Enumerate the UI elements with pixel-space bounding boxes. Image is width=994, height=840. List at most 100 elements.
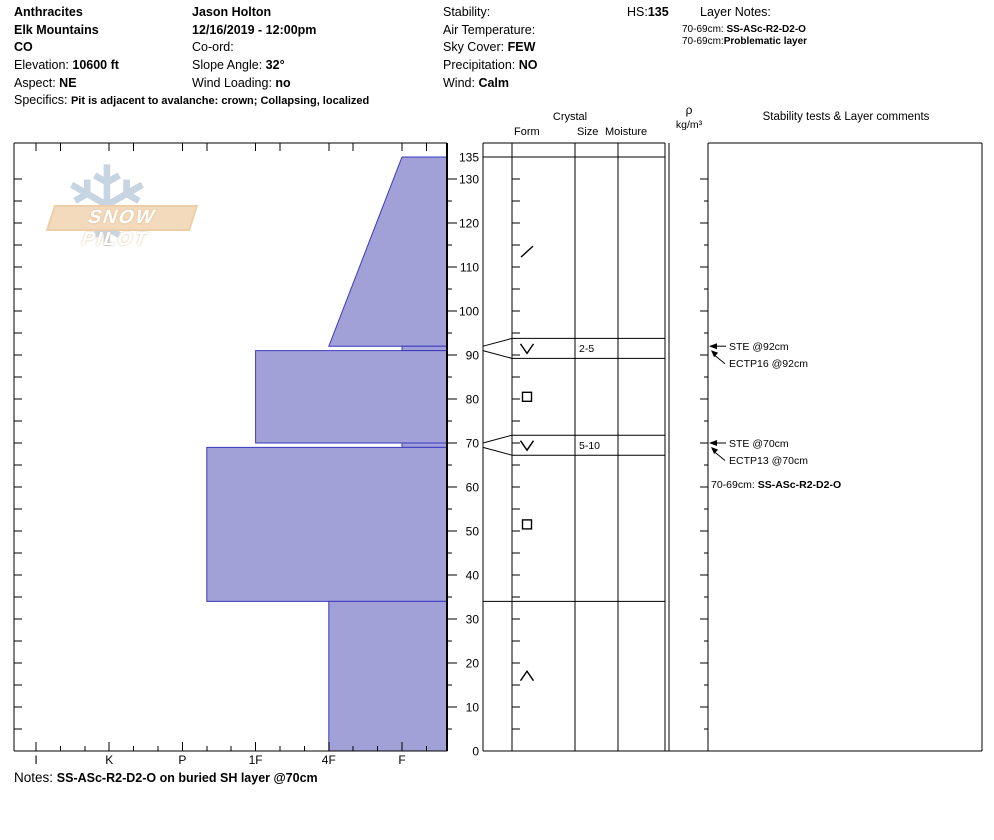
- wind-loading-label: Wind Loading:: [192, 75, 276, 90]
- wind-loading-row: Wind Loading: no: [192, 75, 316, 93]
- elevation-row: Elevation: 10600 ft: [14, 57, 369, 75]
- svg-text:5-10: 5-10: [579, 440, 600, 452]
- pit-notes: Notes: SS-ASc-R2-D2-O on buried SH layer…: [14, 769, 318, 787]
- specifics-row: Specifics: Pit is adjacent to avalanche:…: [14, 92, 369, 110]
- layer-notes-items: 70-69cm: SS-ASc-R2-D2-O 70-69cm:Problema…: [682, 24, 807, 49]
- conditions-info: Stability: Air Temperature: Sky Cover: F…: [443, 4, 537, 92]
- snow-layer: [328, 600, 448, 752]
- grain-form-SH-icon: [519, 343, 535, 355]
- arrow-diagonal-icon: [711, 350, 719, 358]
- size-column-header: Size: [577, 126, 599, 138]
- arrow-left-icon: [709, 440, 717, 446]
- elevation-value: 10600 ft: [72, 58, 119, 73]
- layer-note: 70-69cm: SS-ASc-R2-D2-O: [682, 24, 807, 36]
- svg-text:130: 130: [459, 172, 479, 186]
- slope-angle-value: 32°: [265, 58, 285, 73]
- snow-layer: [401, 345, 448, 352]
- arrow-left-icon: [709, 343, 717, 350]
- layer-comments: 70-69cm: SS-ASc-R2-D2-O: [711, 479, 841, 491]
- sky-cover-row: Sky Cover: FEW: [443, 39, 537, 57]
- grain-form-FC-icon: [521, 519, 533, 530]
- svg-text:110: 110: [460, 260, 479, 274]
- layer-note-text: Problematic layer: [723, 36, 808, 48]
- snow-layer: [401, 442, 448, 448]
- stability-row: Stability:: [443, 5, 491, 19]
- svg-text:30: 30: [466, 612, 480, 626]
- slope-angle-row: Slope Angle: 32°: [192, 57, 316, 75]
- svg-text:ECTP13 @70cm: ECTP13 @70cm: [729, 455, 808, 467]
- wind-loading-value: no: [275, 75, 291, 90]
- svg-text:80: 80: [466, 392, 480, 406]
- mountain-range: Elk Mountains: [14, 22, 99, 37]
- svg-text:100: 100: [459, 304, 479, 318]
- moisture-column-header: Moisture: [605, 126, 648, 138]
- hs-value: 135: [647, 5, 669, 19]
- wind-label: Wind:: [443, 75, 479, 90]
- depth-axis-labels: 0 10 20 30 40 50 60 70 80 90 100 110 120 130 135: [459, 150, 479, 758]
- hardness-axis-labels: I K P 1F 4F F: [34, 753, 405, 767]
- elevation-label: Elevation:: [14, 58, 73, 73]
- layer-notes-title: Layer Notes:: [700, 5, 771, 19]
- precip-label: Precipitation:: [443, 58, 519, 73]
- observer-name: Jason Holton: [192, 5, 272, 19]
- layer-note-depth: 70-69cm:: [682, 36, 724, 48]
- svg-text:70: 70: [466, 436, 480, 450]
- site-info: Anthracites Elk Mountains CO Elevation: …: [14, 4, 369, 110]
- svg-text:ECTP16 @92cm: ECTP16 @92cm: [729, 358, 808, 370]
- form-column-header: Form: [514, 126, 540, 138]
- density-units-label: kg/m³: [675, 119, 703, 131]
- layer-notes-block: Layer Notes:: [700, 4, 771, 22]
- svg-text:I: I: [34, 753, 37, 767]
- aspect-row: Aspect: NE: [14, 75, 369, 93]
- hs-label: HS:: [627, 5, 648, 19]
- svg-text:0: 0: [472, 744, 479, 758]
- observation-datetime: 12/16/2019 - 12:00pm: [192, 22, 317, 37]
- svg-text:F: F: [398, 753, 405, 767]
- snow-layer: [328, 156, 448, 347]
- hs-info: HS:135: [627, 4, 669, 22]
- layer-note: 70-69cm:Problematic layer: [682, 36, 807, 48]
- specifics-label: Specifics:: [14, 93, 71, 108]
- svg-text:50: 50: [466, 524, 480, 538]
- svg-text:10: 10: [466, 700, 480, 714]
- svg-text:4F: 4F: [322, 753, 336, 767]
- svg-text:120: 120: [459, 216, 479, 230]
- stability-tests: STE @92cm ECTP16 @92cm STE @70cm ECTP13 @70…: [709, 341, 808, 467]
- wind-value: Calm: [478, 75, 510, 90]
- layer-note-depth: 70-69cm:: [682, 24, 727, 35]
- svg-text:40: 40: [466, 568, 480, 582]
- specifics-value: Pit is adjacent to avalanche: crown; Col…: [70, 95, 370, 108]
- layer-comment: 70-69cm: SS-ASc-R2-D2-O: [711, 479, 841, 491]
- wind-row: Wind: Calm: [443, 75, 537, 93]
- svg-text:135: 135: [459, 150, 479, 164]
- svg-text:STE @92cm: STE @92cm: [729, 341, 789, 353]
- grain-form-FC-icon: [521, 391, 533, 402]
- svg-text:STE @70cm: STE @70cm: [729, 438, 789, 450]
- hs-row: HS:135: [627, 4, 669, 22]
- stability-column-header: Stability tests & Layer comments: [762, 111, 930, 123]
- coordinates-row: Co-ord:: [192, 40, 234, 55]
- snow-layer: [206, 446, 448, 602]
- air-temp-row: Air Temperature:: [443, 22, 536, 37]
- aspect-label: Aspect:: [14, 75, 60, 90]
- layer-note-text: SS-ASc-R2-D2-O: [726, 24, 806, 35]
- sky-cover-label: Sky Cover:: [443, 40, 508, 55]
- arrow-diagonal-icon: [711, 447, 719, 454]
- precip-value: NO: [518, 58, 538, 73]
- svg-text:60: 60: [466, 480, 480, 494]
- observer-info: Jason Holton 12/16/2019 - 12:00pm Co-ord…: [192, 4, 316, 92]
- crystal-header: Crystal: [552, 111, 588, 123]
- sky-cover-value: FEW: [507, 40, 536, 55]
- svg-text:2-5: 2-5: [579, 343, 594, 355]
- density-column-header: ρ: [685, 103, 693, 117]
- svg-text:20: 20: [466, 656, 480, 670]
- slope-angle-label: Slope Angle:: [192, 58, 266, 73]
- crystal-grid: [482, 142, 983, 752]
- layer-polygons: [206, 156, 448, 752]
- state: CO: [14, 40, 33, 55]
- notes-value: SS-ASc-R2-D2-O on buried SH layer @70cm: [56, 771, 318, 785]
- layer-rows: 2-5 5-10: [482, 156, 665, 682]
- grain-form-SH-icon: [519, 440, 535, 452]
